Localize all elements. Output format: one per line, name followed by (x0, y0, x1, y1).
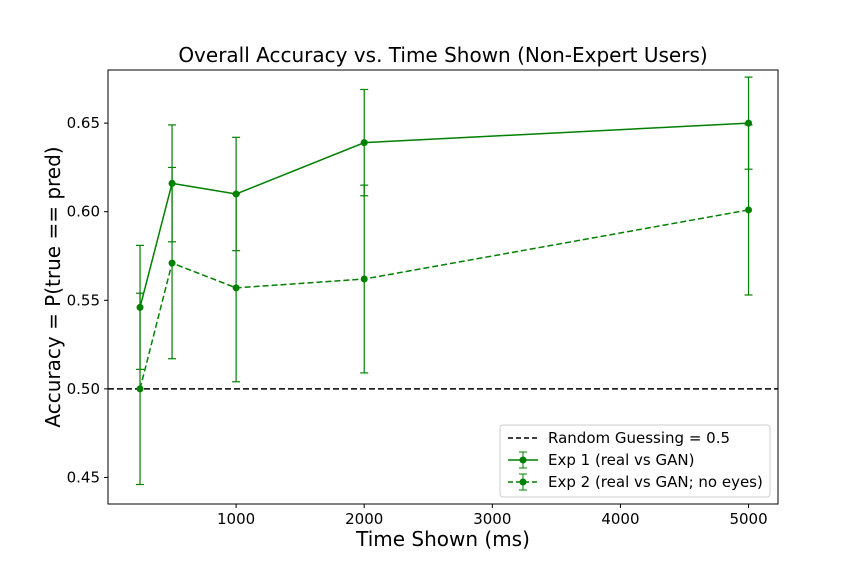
x-tick-label: 2000 (345, 510, 383, 528)
y-tick-label: 0.60 (67, 203, 100, 221)
data-point (232, 284, 240, 292)
y-axis-label: Accuracy = P(true == pred) (41, 146, 65, 427)
x-axis: 1000 2000 3000 4000 5000 (217, 504, 768, 528)
legend-label-series-2: Exp 2 (real vs GAN; no eyes) (548, 473, 763, 491)
legend-label-reference: Random Guessing = 0.5 (548, 429, 730, 447)
x-tick-label: 5000 (729, 510, 767, 528)
legend-swatch-series-2 (508, 473, 538, 491)
x-tick-label: 4000 (601, 510, 639, 528)
x-tick-label: 1000 (217, 510, 255, 528)
x-axis-label: Time Shown (ms) (355, 527, 530, 551)
legend: Random Guessing = 0.5 Exp 1 (real vs GAN… (499, 424, 771, 498)
legend-box (499, 424, 771, 498)
legend-swatch-series-1 (508, 451, 538, 469)
y-tick-label: 0.55 (67, 291, 100, 309)
legend-label-series-1: Exp 1 (real vs GAN) (548, 451, 694, 469)
y-tick-label: 0.45 (67, 468, 100, 486)
y-tick-label: 0.65 (67, 114, 100, 132)
data-point (360, 275, 368, 283)
data-point (745, 206, 753, 214)
series-2 (136, 124, 753, 486)
data-point (136, 385, 144, 393)
x-tick-label: 3000 (473, 510, 511, 528)
plot-area (108, 76, 778, 486)
y-axis: 0.45 0.50 0.55 0.60 0.65 (67, 114, 108, 486)
data-point (168, 259, 176, 267)
plot-frame (107, 69, 779, 505)
chart-title: Overall Accuracy vs. Time Shown (Non-Exp… (178, 43, 707, 67)
series-1 (136, 76, 753, 370)
data-point (360, 139, 368, 147)
series-line (139, 209, 749, 390)
y-tick-label: 0.50 (67, 380, 100, 398)
series-line (139, 122, 749, 308)
